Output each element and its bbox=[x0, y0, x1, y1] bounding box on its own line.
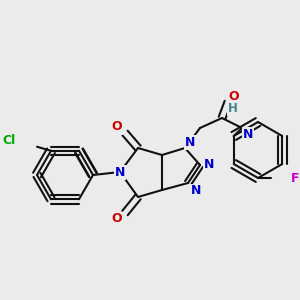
Text: N: N bbox=[243, 128, 253, 140]
Text: O: O bbox=[112, 121, 122, 134]
Text: N: N bbox=[185, 136, 195, 148]
Text: Cl: Cl bbox=[2, 134, 16, 147]
Text: O: O bbox=[112, 212, 122, 226]
Text: O: O bbox=[229, 89, 239, 103]
Text: H: H bbox=[228, 103, 238, 116]
Text: F: F bbox=[291, 172, 299, 184]
Text: N: N bbox=[204, 158, 214, 172]
Text: N: N bbox=[191, 184, 201, 197]
Text: N: N bbox=[115, 166, 125, 178]
